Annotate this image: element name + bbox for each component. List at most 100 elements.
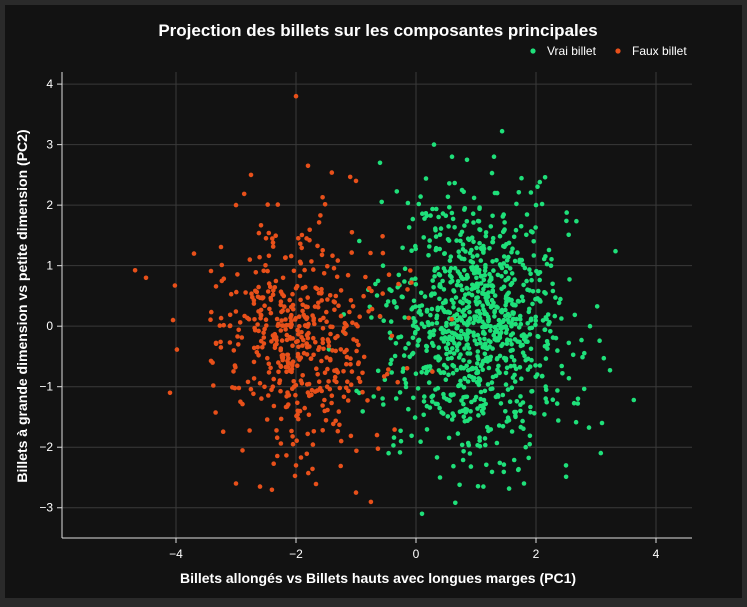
point-vrai-billet [473,299,479,304]
point-vrai-billet [447,258,453,263]
point-vrai-billet [451,289,457,294]
point-vrai-billet [478,258,484,263]
point-vrai-billet [447,398,452,404]
point-vrai-billet [599,420,605,426]
point-faux-billet [318,213,323,218]
point-vrai-billet [457,409,463,415]
point-vrai-billet [520,418,525,424]
point-vrai-billet [442,335,448,340]
point-vrai-billet [437,405,442,411]
point-vrai-billet [477,311,483,317]
point-faux-billet [347,309,352,315]
point-vrai-billet [511,311,516,317]
point-faux-billet [348,356,353,361]
point-vrai-billet [457,333,463,339]
point-faux-billet [266,253,272,259]
point-vrai-billet [504,419,510,424]
point-faux-billet [220,429,226,435]
point-vrai-billet [474,275,479,281]
point-faux-billet [218,244,224,250]
point-vrai-billet [465,418,470,424]
point-vrai-billet [431,328,437,333]
point-vrai-billet [509,354,515,360]
point-vrai-billet [587,323,593,329]
y-tick-label: −1 [39,380,53,394]
point-vrai-billet [500,341,506,347]
point-vrai-billet [526,455,531,461]
point-vrai-billet [438,226,444,231]
point-vrai-billet [530,301,535,307]
point-vrai-billet [427,238,433,243]
point-vrai-billet [501,324,506,330]
point-faux-billet [284,394,289,399]
point-faux-billet [247,428,252,433]
point-faux-billet [338,438,344,444]
point-faux-billet [309,387,315,393]
y-tick-label: 4 [46,77,53,91]
point-vrai-billet [471,220,476,225]
point-faux-billet [368,250,373,256]
point-faux-billet [302,405,308,411]
point-faux-billet [315,304,321,310]
point-vrai-billet [478,389,484,395]
point-vrai-billet [497,233,503,239]
point-vrai-billet [492,293,498,298]
point-faux-billet [300,343,305,348]
point-faux-billet [337,422,342,428]
point-vrai-billet [423,211,429,216]
point-vrai-billet [467,359,472,365]
point-vrai-billet [416,201,422,207]
point-faux-billet [248,172,254,178]
point-faux-billet [304,341,310,346]
point-vrai-billet [490,386,495,391]
point-vrai-billet [482,336,487,342]
point-faux-billet [325,366,330,372]
point-faux-billet [213,341,219,347]
point-vrai-billet [501,284,507,290]
point-vrai-billet [360,409,366,414]
point-faux-billet [298,355,304,361]
point-vrai-billet [462,346,467,351]
point-faux-billet [320,340,326,346]
point-faux-billet [305,295,311,300]
point-vrai-billet [482,311,487,317]
point-vrai-billet [543,387,549,393]
point-vrai-billet [446,328,451,334]
legend[interactable]: Vrai billet Faux billet [530,44,687,58]
point-faux-billet [353,178,359,184]
point-vrai-billet [497,370,502,376]
point-vrai-billet [409,248,414,253]
point-vrai-billet [453,500,458,506]
point-vrai-billet [463,292,468,298]
point-vrai-billet [533,202,539,208]
point-vrai-billet [533,225,538,230]
point-vrai-billet [512,409,517,415]
point-faux-billet [290,386,295,392]
point-faux-billet [311,335,316,341]
point-vrai-billet [513,227,519,233]
point-vrai-billet [542,290,547,295]
point-vrai-billet [441,307,447,313]
point-faux-billet [405,287,410,292]
point-faux-billet [349,369,355,374]
point-faux-billet [296,314,302,320]
point-faux-billet [278,416,284,422]
point-faux-billet [322,202,328,207]
point-vrai-billet [475,349,481,354]
point-faux-billet [314,366,319,372]
point-vrai-billet [500,214,506,219]
point-vrai-billet [467,451,473,456]
point-vrai-billet [428,312,433,318]
point-faux-billet [263,317,269,323]
point-faux-billet [298,455,304,460]
point-vrai-billet [490,239,495,245]
point-faux-billet [270,236,275,241]
point-vrai-billet [480,290,486,296]
point-vrai-billet [429,306,435,312]
point-vrai-billet [379,199,385,205]
point-faux-billet [261,335,267,340]
point-vrai-billet [437,296,442,302]
point-vrai-billet [458,238,463,244]
point-faux-billet [267,306,272,312]
point-vrai-billet [426,380,432,385]
